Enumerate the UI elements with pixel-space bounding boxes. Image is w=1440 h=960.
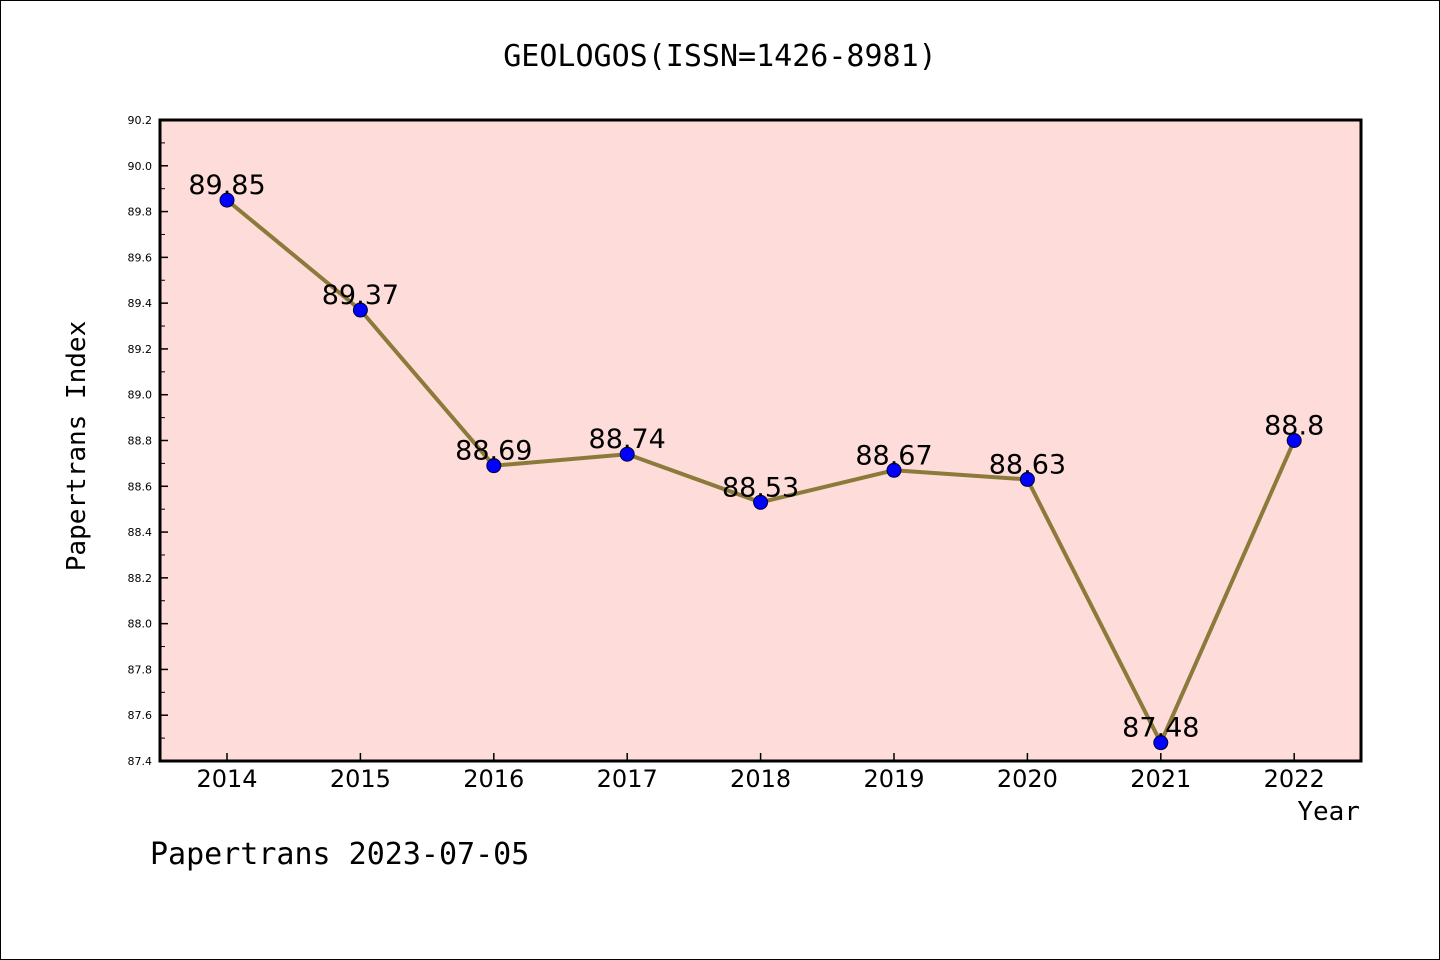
data-point: [1019, 471, 1035, 487]
y-tick-label: 87.4: [128, 755, 153, 768]
data-label: 88.8: [1264, 411, 1324, 442]
y-tick-label: 89.2: [128, 343, 153, 356]
x-tick-label: 2016: [463, 765, 524, 793]
data-label: 88.53: [722, 472, 799, 503]
x-tick-label: 2017: [597, 765, 658, 793]
data-label: 89.85: [188, 170, 265, 201]
data-point: [1153, 735, 1169, 751]
data-point: [219, 192, 235, 208]
data-point: [486, 458, 502, 474]
y-tick-label: 90.2: [128, 114, 153, 127]
x-tick-label: 2019: [863, 765, 924, 793]
data-label: 87.48: [1122, 713, 1199, 744]
x-tick-label: 2014: [196, 765, 257, 793]
x-axis-ticks: 2014 2015 2016 2017 2018 2019 2020 2021 2022: [196, 753, 1325, 793]
data-label: 88.69: [455, 436, 532, 467]
y-tick-label: 88.6: [128, 480, 153, 493]
y-tick-label: 88.8: [128, 435, 153, 448]
watermark: Papertrans 2023-07-05: [150, 837, 529, 872]
data-label: 88.74: [589, 424, 666, 455]
x-tick-label: 2021: [1130, 765, 1191, 793]
y-tick-label: 89.6: [128, 251, 153, 264]
data-label: 88.63: [989, 449, 1066, 480]
y-tick-label: 89.0: [128, 389, 153, 402]
data-label: 88.67: [855, 440, 932, 471]
chart-title: GEOLOGOS(ISSN=1426-8981): [503, 39, 936, 74]
y-tick-label: 90.0: [128, 160, 153, 173]
x-tick-label: 2018: [730, 765, 791, 793]
x-tick-label: 2015: [330, 765, 391, 793]
y-tick-label: 87.6: [128, 709, 153, 722]
y-axis-label: Papertrans Index: [62, 321, 92, 571]
data-point: [753, 494, 769, 510]
y-tick-label: 89.4: [128, 297, 153, 310]
y-tick-label: 88.0: [128, 618, 153, 631]
data-labels: 89.85 89.37 88.69 88.74 88.53 88.67 88.63 87.48…: [188, 170, 1324, 744]
y-tick-label: 88.4: [128, 526, 153, 539]
x-tick-label: 2022: [1264, 765, 1325, 793]
y-tick-label: 89.8: [128, 206, 153, 219]
data-point: [1286, 433, 1302, 448]
y-tick-label: 87.8: [128, 663, 153, 676]
x-axis-label: Year: [1297, 797, 1360, 827]
y-axis-ticks: 87.4 87.6 87.8 88.0 88.2 88.4 88.6 88.8 89.0 89.2…: [128, 114, 168, 768]
data-point: [352, 302, 368, 318]
plot-area: [158, 118, 1363, 763]
y-tick-label: 88.2: [128, 572, 153, 585]
series-markers: [219, 192, 1302, 751]
x-tick-label: 2020: [997, 765, 1058, 793]
data-label: 89.37: [322, 280, 399, 311]
data-point: [886, 462, 902, 478]
data-point: [619, 446, 635, 462]
